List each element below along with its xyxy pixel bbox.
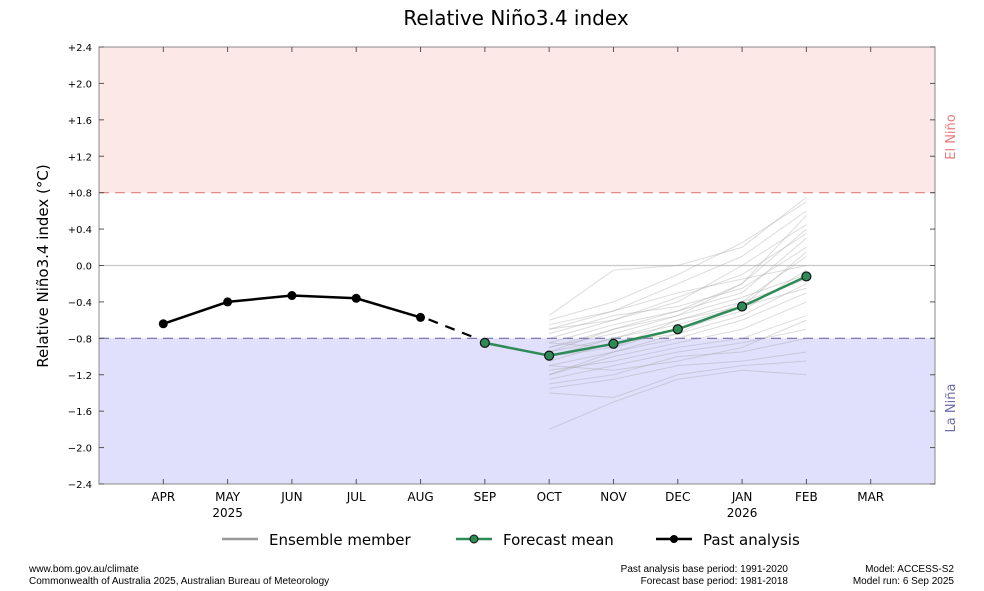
past-analysis-point — [287, 291, 297, 301]
past-analysis-point — [158, 319, 168, 329]
legend-forecast-marker — [469, 534, 479, 544]
ensemble-member-line — [549, 265, 807, 326]
forecast-mean-line — [484, 275, 807, 357]
past-analysis-point — [351, 293, 361, 303]
ensemble-member-line — [549, 210, 807, 330]
past-analysis-point — [223, 297, 233, 307]
y-tick-label: −1.2 — [68, 371, 92, 382]
footer-model: Model: ACCESS-S2 — [865, 564, 954, 575]
forecast-mean-point — [479, 337, 490, 348]
ensemble-member-line — [549, 255, 807, 353]
x-tick-label: FEB — [795, 490, 818, 504]
x-tick-label: AUG — [407, 490, 433, 504]
forecast-mean-point — [736, 301, 748, 312]
x-tick-label: MAR — [857, 490, 884, 504]
footer-left: www.bom.gov.au/climate Commonwealth of A… — [29, 564, 329, 588]
ensemble-member-line — [548, 369, 807, 430]
ensemble-member-line — [549, 319, 807, 371]
legend: Ensemble member Forecast mean Past analy… — [222, 531, 800, 549]
x-tick-label: MAY — [215, 490, 241, 504]
ensemble-member-line — [549, 337, 807, 385]
ensemble-member-line — [549, 228, 807, 344]
ensemble-member-line — [549, 246, 807, 335]
x-year-label: 2025 — [212, 506, 243, 520]
legend-forecast-label: Forecast mean — [503, 531, 614, 549]
y-tick-label: −0.8 — [68, 334, 92, 345]
y-tick-label: +0.8 — [68, 189, 92, 200]
ensemble-member-line — [548, 215, 807, 353]
ensemble-member-line — [549, 251, 807, 348]
la-nina-region — [99, 338, 935, 484]
chart-title: Relative Niño3.4 index — [403, 6, 628, 30]
ensemble-member-line — [549, 201, 807, 321]
forecast-mean-point — [608, 338, 619, 349]
y-tick-label: +1.2 — [68, 152, 92, 163]
la-nina-label: La Niña — [944, 384, 959, 433]
legend-ensemble-label: Ensemble member — [269, 531, 412, 549]
ensemble-member-line — [548, 196, 807, 316]
footer-copyright: Commonwealth of Australia 2025, Australi… — [29, 576, 330, 587]
y-tick-label: −2.4 — [68, 480, 92, 491]
ensemble-member-line — [549, 301, 807, 376]
footer-model-run: Model run: 6 Sep 2025 — [852, 576, 954, 587]
y-tick-label: +2.4 — [68, 43, 92, 54]
el-nino-label: El Niño — [944, 114, 959, 160]
x-tick-label: JUL — [346, 490, 366, 504]
x-tick-label: SEP — [474, 490, 496, 504]
x-tick-label: NOV — [600, 490, 627, 504]
ensemble-member-line — [549, 274, 807, 348]
y-tick-label: +1.6 — [68, 116, 92, 127]
ensemble-member-line — [549, 351, 807, 389]
ensemble-member-line — [549, 360, 807, 399]
x-tick-label: APR — [151, 490, 175, 504]
legend-past-label: Past analysis — [703, 531, 800, 549]
x-tick-label: JAN — [731, 490, 753, 504]
footer-past-base: Past analysis base period: 1991-2020 — [620, 564, 788, 575]
y-tick-label: −2.0 — [68, 444, 92, 455]
ensemble-member-line — [549, 224, 807, 339]
footer-mid: Past analysis base period: 1991-2020 For… — [621, 564, 788, 588]
ensemble-member-line — [549, 315, 807, 371]
x-year-label: 2026 — [727, 506, 758, 520]
legend-past-marker — [670, 535, 678, 543]
past-to-forecast-connector — [428, 318, 474, 338]
past-analysis-point — [416, 312, 426, 322]
ensemble-member-line — [549, 292, 807, 367]
y-axis-label: Relative Niño3.4 index (°C) — [34, 164, 52, 367]
x-tick-label: OCT — [537, 490, 563, 504]
x-tick-label: JUN — [280, 490, 302, 504]
ensemble-member-line — [549, 328, 807, 380]
ensemble-member-line — [549, 233, 807, 330]
y-tick-label: −0.4 — [68, 298, 92, 309]
footer-url: www.bom.gov.au/climate — [29, 564, 139, 575]
y-tick-label: −1.6 — [68, 407, 92, 418]
footer-forecast-base: Forecast base period: 1981-2018 — [640, 576, 788, 587]
forecast-mean-point — [544, 350, 555, 361]
y-tick-label: +2.0 — [68, 79, 92, 90]
ensemble-member-line — [549, 237, 807, 348]
forecast-mean-point — [801, 271, 812, 282]
forecast-mean-point — [672, 324, 683, 335]
y-tick-label: +0.4 — [68, 225, 92, 236]
y-tick-label: 0.0 — [76, 262, 92, 273]
el-nino-region — [99, 47, 935, 193]
x-tick-label: DEC — [665, 490, 690, 504]
footer-right: Model: ACCESS-S2 Model run: 6 Sep 2025 — [853, 564, 954, 588]
